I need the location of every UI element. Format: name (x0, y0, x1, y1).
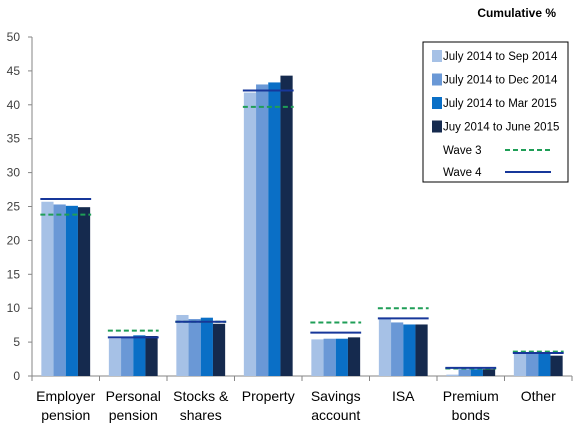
y-tick-label: 40 (7, 98, 21, 112)
legend: July 2014 to Sep 2014 July 2014 to Dec 20… (423, 42, 568, 182)
bar (201, 318, 213, 376)
legend-label: July 2014 to Mar 2015 (443, 98, 557, 110)
bar (379, 318, 391, 376)
y-tick-label: 35 (7, 132, 21, 146)
y-tick-label: 20 (7, 233, 21, 247)
bar (66, 206, 78, 376)
y-tick-label: 25 (7, 200, 21, 214)
bar (403, 324, 415, 376)
bar (78, 207, 90, 376)
bar (109, 339, 121, 376)
bar (41, 202, 53, 376)
bar (54, 204, 66, 376)
bar (336, 339, 348, 376)
x-tick-label: Premium bonds (443, 388, 499, 423)
bar (311, 339, 323, 376)
bar (471, 369, 483, 376)
x-tick-label: Other (521, 388, 556, 404)
legend-label: Wave 3 (443, 145, 482, 157)
bar (189, 319, 201, 376)
bar (348, 337, 360, 376)
legend-swatch (432, 121, 442, 133)
legend-label: July 2014 to Sep 2014 (443, 51, 558, 63)
bar (133, 335, 145, 376)
x-tick-label: Personal pension (106, 388, 161, 423)
bar (538, 353, 550, 376)
chart-title: Cumulative % (477, 6, 556, 20)
bar (121, 337, 133, 376)
x-tick-label: Stocks & shares (173, 388, 229, 423)
legend-label: July 2014 to Dec 2014 (443, 75, 558, 87)
y-tick-label: 10 (7, 301, 21, 315)
legend-swatch (432, 50, 442, 62)
y-tick-label: 15 (7, 267, 21, 281)
bar (446, 375, 458, 376)
bar (526, 353, 538, 376)
bar (244, 93, 256, 376)
x-tick-label: Property (242, 388, 295, 404)
y-tick-label: 5 (13, 335, 20, 349)
bar (483, 369, 495, 376)
bar (550, 356, 562, 376)
y-tick-label: 0 (13, 369, 20, 383)
bar (459, 369, 471, 376)
x-tick-label: ISA (392, 388, 415, 404)
x-tick-label: Employer pension (36, 388, 95, 423)
bar (324, 339, 336, 376)
bar (391, 322, 403, 376)
legend-label: Wave 4 (443, 167, 482, 179)
bar (145, 336, 157, 376)
y-tick-label: 45 (7, 64, 21, 78)
bar (280, 76, 292, 376)
bar (213, 324, 225, 376)
bar (268, 82, 280, 376)
y-tick-label: 50 (7, 30, 21, 44)
legend-swatch (432, 74, 442, 86)
x-tick-label: Savings account (311, 388, 361, 423)
bar (415, 324, 427, 376)
bar (256, 84, 268, 376)
legend-swatch (432, 97, 442, 109)
bar (176, 315, 188, 376)
legend-label: Juy 2014 to June 2015 (443, 122, 559, 134)
bar (514, 354, 526, 376)
legend-box (423, 42, 568, 182)
y-tick-label: 30 (7, 166, 21, 180)
